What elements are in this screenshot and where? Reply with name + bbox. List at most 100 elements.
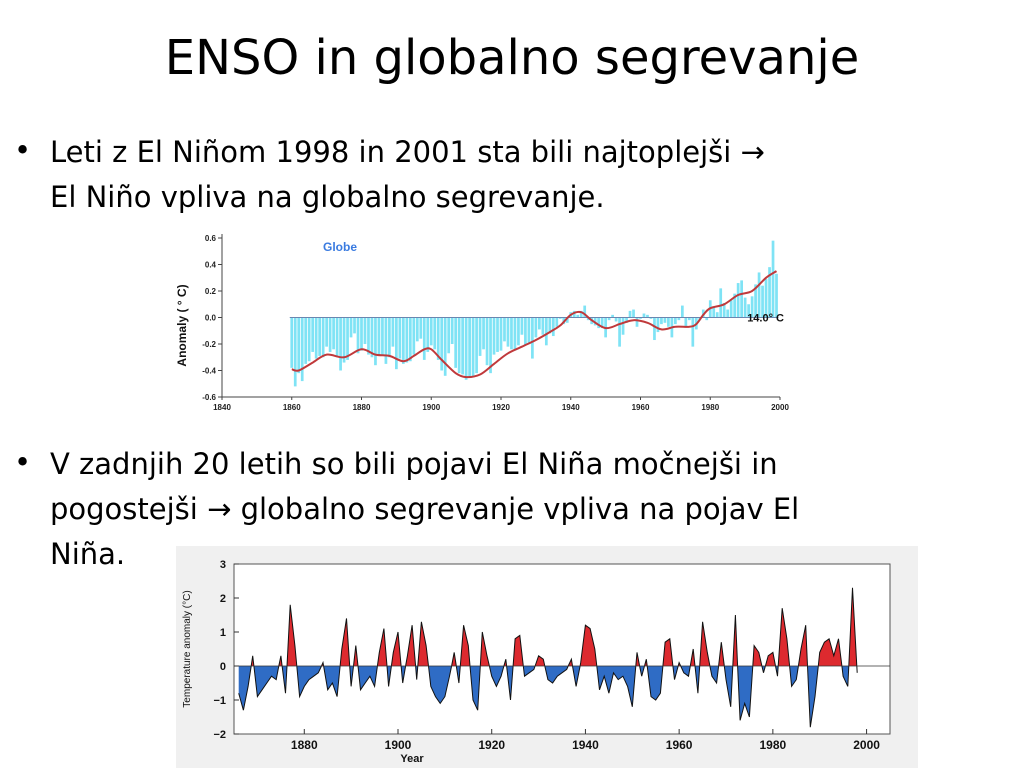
y-tick-label: -0.6 [202,393,216,402]
anomaly-bar [611,314,614,318]
anomaly-bar [517,317,520,346]
anomaly-bar [740,280,743,318]
x-tick-label: 1920 [492,403,510,412]
anomaly-bar [715,312,719,318]
anomaly-bar [768,267,771,318]
anomaly-bar [628,310,632,318]
x-tick-label: 1940 [572,738,599,752]
x-tick-label: 1980 [701,403,719,412]
anomaly-bar [388,317,391,358]
anomaly-bar [384,317,388,364]
anomaly-bar [395,317,398,370]
x-tick-label: 1940 [562,403,580,412]
bullet-2: V zadnjih 20 letih so bili pojavi El Niñ… [50,442,1010,577]
anomaly-bar [412,317,416,355]
anomaly-bar [625,317,628,323]
anomaly-bar [757,272,761,318]
bullet-marker: • [14,133,32,167]
anomaly-bar [524,317,527,346]
anomaly-bar [506,317,510,347]
y-tick-label: 0.4 [205,261,217,270]
anomaly-bar [503,317,506,342]
anomaly-bar [468,317,471,378]
bullet-1-line-2: El Niño vpliva na globalno segrevanje. [50,180,605,214]
anomaly-bar [398,317,402,359]
anomaly-bar [649,317,653,319]
y-tick-label: 1 [220,627,226,639]
anomaly-bar [743,297,747,318]
anomaly-bar [555,317,559,327]
anomaly-bar [499,317,503,351]
anomaly-bar [764,279,768,318]
anomaly-bar [660,317,663,325]
anomaly-bar [485,317,489,366]
bullet-1: Leti z El Niñom 1998 in 2001 sta bili na… [50,130,990,220]
anomaly-bar [370,317,374,358]
anomaly-bar [293,317,297,387]
bullet-marker: • [14,445,32,479]
anomaly-bar [367,317,370,355]
anomaly-bar [646,314,649,318]
y-tick-label: -0.2 [202,340,216,349]
y-tick-label: -0.4 [202,367,216,376]
anomaly-bar [663,317,667,323]
anomaly-bar [471,317,475,378]
anomaly-bar [321,317,325,358]
bullet-1-line-1: Leti z El Niñom 1998 in 2001 sta bili na… [50,135,765,169]
x-tick-label: 1840 [213,403,231,412]
temperature-anomaly-chart: −2 −1 0 1 2 3 1880 1900 1920 1940 1960 1980 2000 Year… [176,546,918,768]
anomaly-bar [726,309,730,318]
y-axis-label: Temperature anomaly (°C) [182,590,193,707]
anomaly-bar [579,310,583,318]
anomaly-bar [750,296,754,318]
anomaly-bar [527,317,531,343]
anomaly-bar [520,317,524,335]
y-axis-label: Anomaly ( ° C) [175,284,189,366]
anomaly-bar [419,317,423,339]
x-tick-label: 2000 [853,738,880,752]
anomaly-bar [600,317,604,329]
anomaly-bar [639,317,642,319]
anomaly-bar [680,305,684,318]
anomaly-bar [374,317,377,366]
anomaly-bar [656,317,660,333]
anomaly-bar [635,317,639,327]
anomaly-bar [475,317,478,374]
anomaly-bar [426,317,430,352]
anomaly-bar [621,317,625,335]
x-axis-label: Year [400,753,424,765]
anomaly-bar [300,317,304,382]
x-tick-label: 1880 [291,738,318,752]
anomaly-bar [677,317,681,321]
anomaly-bar [558,317,562,319]
anomaly-bar [719,288,723,318]
anomaly-bar [353,317,356,334]
anomaly-bar [318,317,322,356]
anomaly-bar [541,317,545,335]
anomaly-bar [705,317,709,321]
page-title: ENSO in globalno segrevanje [164,30,860,86]
anomaly-bar [290,317,294,368]
anomaly-bar [544,317,548,346]
anomaly-bar [775,273,778,318]
x-tick-label: 1880 [353,403,371,412]
anomaly-bar [653,317,656,341]
anomaly-bar [572,310,576,318]
y-tick-label: 0 [220,661,226,673]
anomaly-bar [422,317,426,360]
y-tick-label: 0.6 [205,234,217,243]
anomaly-bar [482,317,485,350]
anomaly-bar [478,317,482,356]
anomaly-bar [736,283,740,318]
anomaly-bar [712,306,716,318]
anomaly-bar [492,317,496,355]
anomaly-bar [381,317,384,356]
x-tick-label: 1960 [632,403,650,412]
anomaly-bar [632,309,635,318]
y-tick-label: 0.2 [205,287,217,296]
anomaly-bar [754,284,757,318]
anomaly-bar [360,317,363,351]
anomaly-bar [450,317,454,344]
anomaly-bar [771,240,775,318]
anomaly-bar [496,317,499,352]
